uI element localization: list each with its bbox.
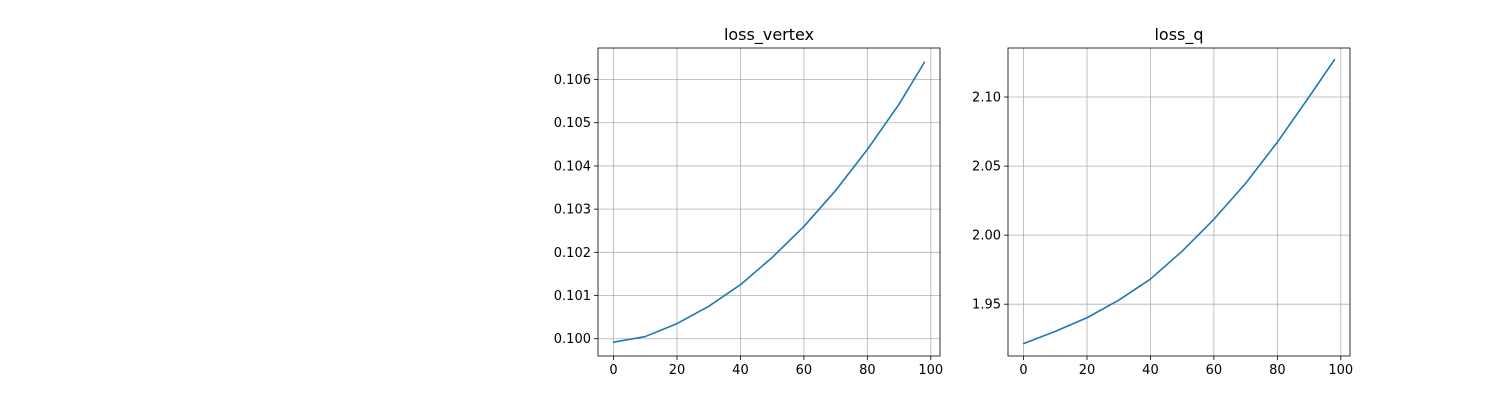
loss-vertex-ytick-label: 0.101 (554, 289, 591, 304)
loss-vertex-ytick-label: 0.103 (554, 203, 591, 218)
loss-vertex-ytick-label: 0.105 (554, 116, 591, 131)
loss-q-ytick-label: 2.00 (972, 229, 1001, 244)
loss-vertex-plot-frame (597, 47, 941, 357)
loss-q-xtick-label: 100 (1328, 363, 1353, 378)
loss-vertex-xtick-label: 60 (796, 363, 813, 378)
loss-vertex-ytick-label: 0.100 (554, 332, 591, 347)
loss-q-ytick-label: 1.95 (972, 298, 1001, 313)
loss-vertex-xtick-label: 20 (669, 363, 686, 378)
loss-vertex-xtick-label: 0 (609, 363, 617, 378)
loss-vertex-title: loss_vertex (724, 25, 814, 45)
loss-q-ytick-label: 2.10 (972, 91, 1001, 106)
loss-vertex-ytick-label: 0.104 (554, 159, 591, 174)
loss-q-xtick-label: 0 (1019, 363, 1027, 378)
loss-q-xtick-label: 80 (1269, 363, 1286, 378)
loss-q-xtick-label: 60 (1206, 363, 1223, 378)
loss-q-xtick-label: 40 (1142, 363, 1159, 378)
loss-vertex-xtick-label: 40 (732, 363, 749, 378)
loss-vertex-ytick-label: 0.106 (554, 73, 591, 88)
loss-vertex-xtick-label: 80 (859, 363, 876, 378)
loss-vertex-xtick-label: 100 (918, 363, 943, 378)
loss-q-plot-frame (1007, 47, 1351, 357)
loss-q-title: loss_q (1154, 25, 1203, 45)
loss-vertex-ytick-label: 0.102 (554, 246, 591, 261)
loss-q-series-line-0 (1022, 58, 1336, 345)
loss-vertex-series-line-0 (612, 61, 926, 343)
chart-loss-q: 0 20 40 60 80 100 1.95 2.00 2.05 2.10 loss_q (972, 25, 1353, 378)
loss-q-xtick-label: 20 (1079, 363, 1096, 378)
chart-loss-vertex: 0 20 40 60 80 100 0.100 0.101 0.102 0.103 0.104 0.1… (554, 25, 943, 378)
loss-q-ytick-label: 2.05 (972, 160, 1001, 175)
